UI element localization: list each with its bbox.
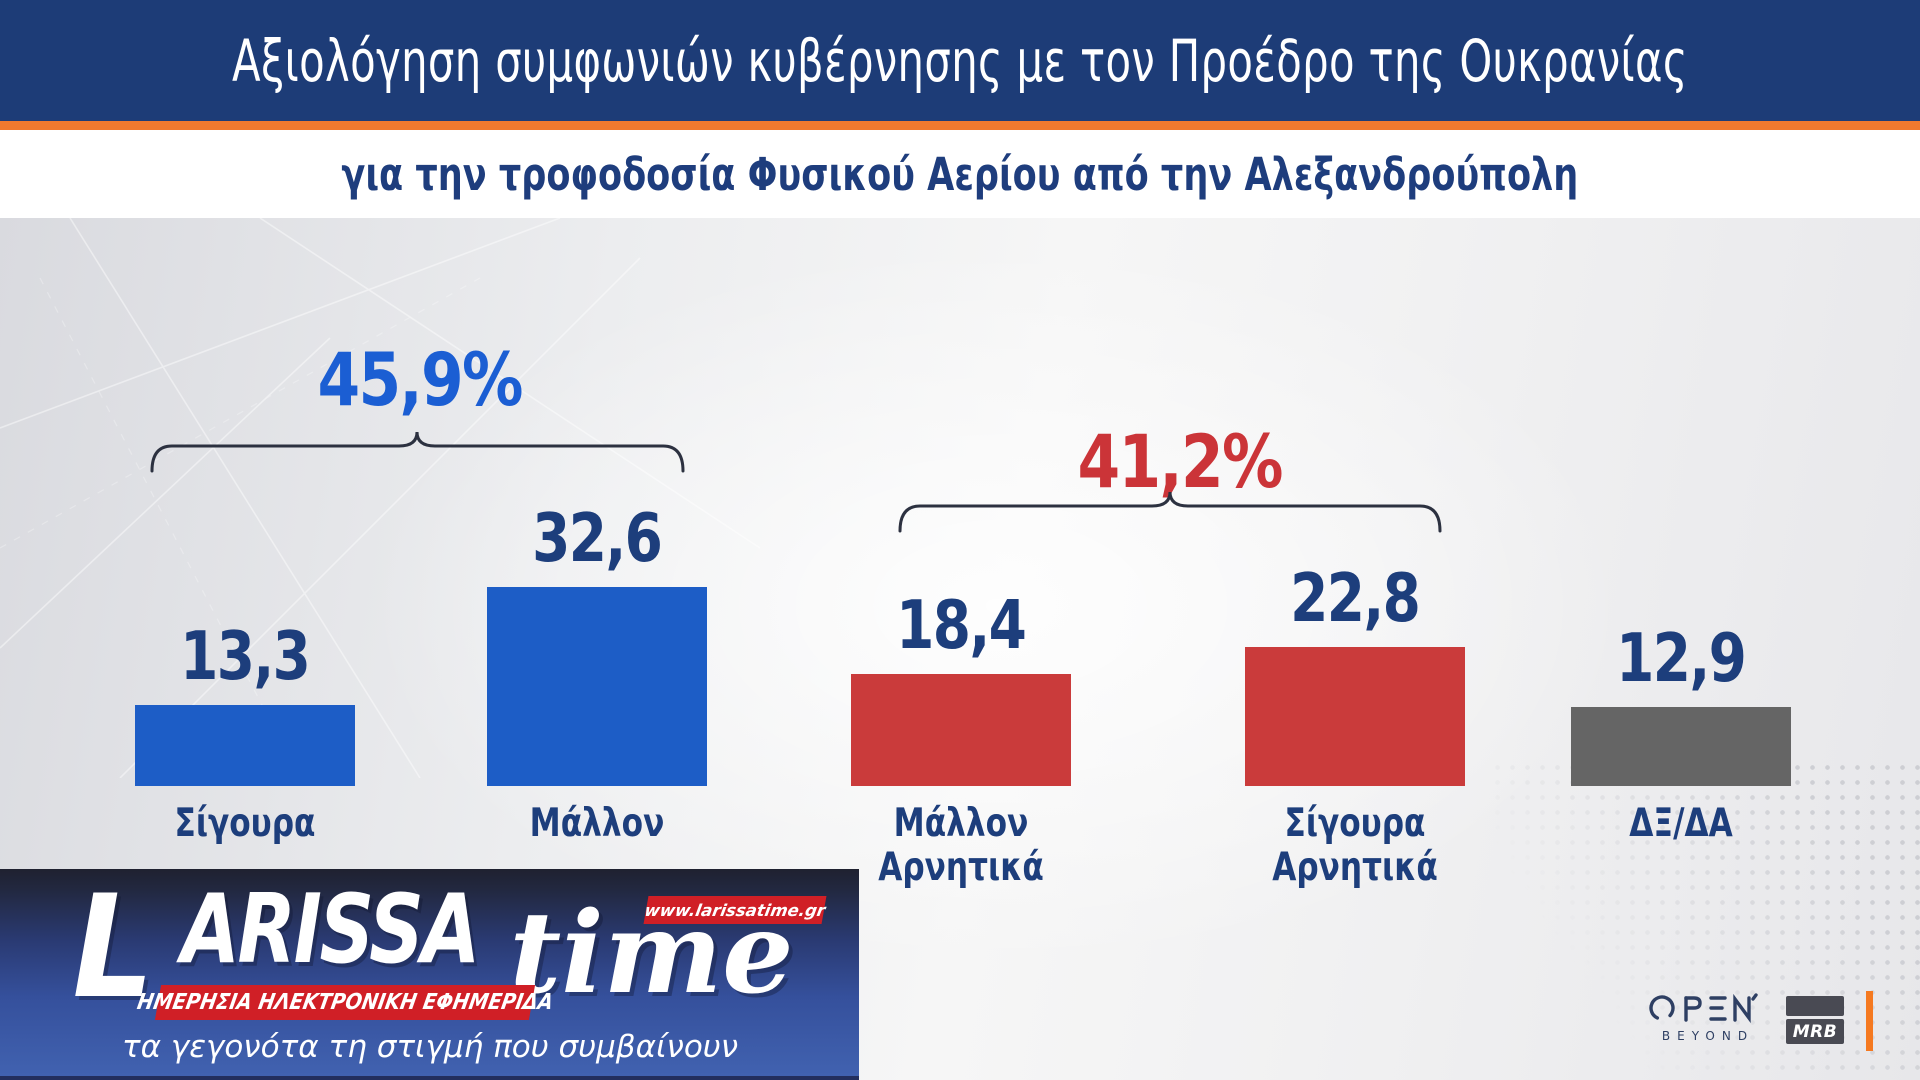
orange-accent-bar	[1866, 991, 1873, 1051]
group-total-negative: 41,2%	[1077, 420, 1284, 505]
bar-category-label-1: Σίγουρα	[174, 801, 316, 846]
open-beyond-label: BEYOND	[1661, 1029, 1755, 1043]
mrb-logo-text-box: MRB	[1786, 1019, 1844, 1044]
bar-category-label-2: Μάλλον	[529, 801, 665, 846]
header-band: Αξιολόγηση συμφωνιών κυβέρνησης με τον Π…	[0, 0, 1920, 121]
bar-value-3: 18,4	[896, 586, 1028, 664]
larissatime-tagline: τα γεγονότα τη στιγμή που συμβαίνουν	[121, 1029, 739, 1065]
bar-value-1: 13,3	[180, 617, 312, 695]
halftone-dots-pattern	[1490, 760, 1920, 1080]
bar-value-4: 22,8	[1290, 559, 1422, 637]
bar-5	[1571, 707, 1791, 786]
bar-value-5: 12,9	[1616, 619, 1748, 697]
group-total-positive: 45,9%	[317, 338, 524, 423]
orange-divider	[0, 121, 1920, 130]
bar-value-2: 32,6	[532, 499, 664, 577]
bar-2	[487, 587, 707, 786]
open-beyond-logo: BEYOND	[1648, 993, 1768, 1043]
bar-1	[135, 705, 355, 786]
logo-text-arissa: ARISSA	[181, 875, 481, 985]
larissatime-ribbon: ΗΜΕΡΗΣΙΑ ΗΛΕΚΤΡΟΝΙΚΗ ΕΦΗΜΕΡΙΔΑ	[135, 985, 555, 1020]
subtitle-band: για την τροφοδοσία Φυσικού Αερίου από τη…	[0, 130, 1920, 218]
larissatime-watermark: L ARISSA time www.larissatime.gr ΗΜΕΡΗΣΙΑ …	[0, 869, 859, 1080]
bracket-positive-group	[150, 431, 685, 473]
page-subtitle: για την τροφοδοσία Φυσικού Αερίου από τη…	[341, 147, 1579, 201]
mrb-logo: MRB	[1786, 996, 1844, 1044]
bar-3	[851, 674, 1071, 786]
bar-4	[1245, 647, 1465, 786]
open-logo-icon	[1649, 993, 1758, 1024]
bar-category-label-5: ΔΞ/ΔΑ	[1629, 801, 1733, 846]
bracket-negative-group	[898, 491, 1442, 533]
larissatime-url-badge: www.larissatime.gr	[643, 896, 827, 924]
page-title: Αξιολόγηση συμφωνιών κυβέρνησης με τον Π…	[232, 26, 1688, 95]
logo-letter-L: L	[72, 869, 154, 1030]
bar-category-label-4: Σίγουρα Αρνητικά	[1272, 801, 1438, 890]
mrb-logo-top-bar	[1786, 996, 1844, 1016]
bar-category-label-3: Μάλλον Αρνητικά	[878, 801, 1044, 890]
